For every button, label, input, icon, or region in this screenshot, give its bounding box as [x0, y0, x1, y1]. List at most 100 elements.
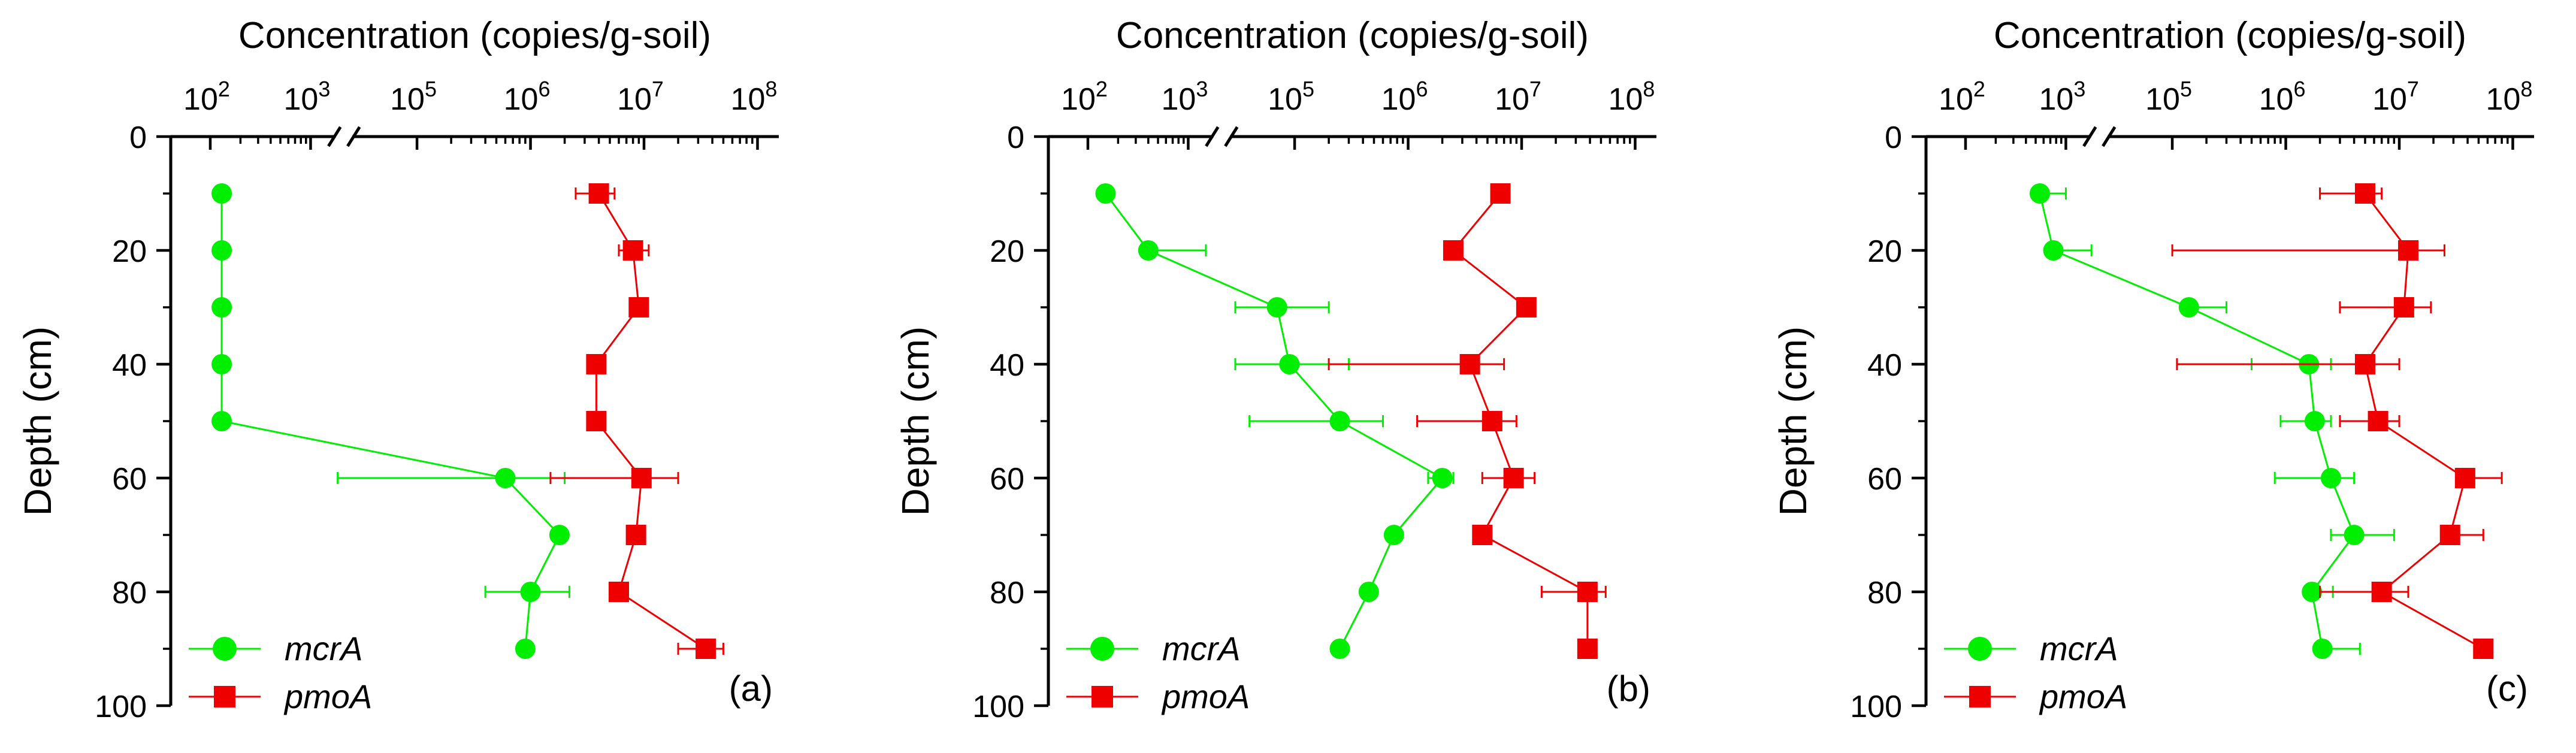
y-axis-title: Depth (cm) [16, 326, 59, 516]
pmoa-point [631, 468, 652, 488]
y-axis-title: Depth (cm) [894, 326, 937, 516]
x-tick-label: 102 [1061, 77, 1108, 117]
pmoa-point [2454, 468, 2475, 488]
x-tick-label: 105 [2145, 77, 2192, 117]
pmoa-point [2368, 411, 2388, 431]
panel-label: (a) [729, 669, 773, 709]
axis-break-mark [2082, 126, 2097, 147]
x-tick-label: 103 [1162, 77, 1208, 117]
y-tick-label: 60 [990, 462, 1024, 497]
mcra-point [1432, 468, 1453, 488]
x-tick-label: 106 [504, 77, 551, 117]
mcra-point [1095, 183, 1116, 204]
mcra-point [549, 525, 570, 545]
legend-pmoa-marker [214, 686, 235, 707]
x-tick-label: 103 [2039, 77, 2086, 117]
pmoa-series-line [595, 193, 706, 650]
pmoa-point [1503, 468, 1524, 488]
pmoa-point [2393, 297, 2414, 317]
pmoa-point [2473, 639, 2494, 659]
legend-mcra-label: mcrA [1162, 630, 1241, 667]
y-tick-label: 80 [1867, 576, 1902, 610]
mcra-point [2178, 297, 2199, 317]
mcra-point [211, 183, 232, 204]
x-tick-label: 108 [731, 77, 778, 117]
x-tick-label: 105 [1268, 77, 1314, 117]
legend-mcra-label: mcrA [285, 630, 363, 667]
y-tick-label: 40 [1867, 348, 1902, 383]
pmoa-point [608, 582, 629, 602]
y-tick-label: 80 [990, 576, 1024, 610]
legend-pmoa-label: pmoA [1161, 678, 1250, 715]
mcra-point [520, 582, 541, 602]
axis-break-mark [1205, 126, 1220, 147]
pmoa-point [2354, 183, 2375, 204]
pmoa-point [2354, 354, 2375, 374]
legend-mcra-label: mcrA [2040, 630, 2118, 667]
mcra-point [211, 411, 232, 431]
panel-1: Concentration (copies/g-soil) Depth (cm) 1… [894, 15, 1656, 724]
pmoa-point [622, 240, 643, 261]
legend-pmoa-marker [1969, 686, 1991, 707]
pmoa-point [1459, 354, 1480, 374]
x-tick-label: 108 [1609, 77, 1655, 117]
legend-pmoa-marker [1092, 686, 1113, 707]
mcra-point [1138, 240, 1159, 261]
legend-mcra-marker [213, 637, 237, 661]
x-axis-title: Concentration (copies/g-soil) [1994, 15, 2466, 56]
legend-mcra-marker [1090, 637, 1114, 661]
mcra-point [2304, 411, 2325, 431]
axis-break-mark [327, 126, 342, 147]
mcra-point [515, 639, 536, 659]
y-tick-label: 100 [1850, 690, 1902, 724]
pmoa-point [1490, 183, 1511, 204]
mcra-point [495, 468, 516, 488]
axis-break-mark [1224, 126, 1239, 147]
mcra-point [1358, 582, 1379, 602]
mcra-point [2029, 183, 2050, 204]
mcra-point [211, 297, 232, 317]
pmoa-point [2439, 525, 2460, 545]
mcra-point [1329, 411, 1350, 431]
mcra-point [1329, 639, 1350, 659]
y-tick-label: 100 [972, 690, 1024, 724]
x-axis-title: Concentration (copies/g-soil) [238, 15, 711, 56]
mcra-point [2344, 525, 2365, 545]
x-tick-label: 103 [284, 77, 331, 117]
mcra-series-line [220, 193, 561, 649]
mcra-point [2312, 639, 2333, 659]
x-tick-label: 106 [1381, 77, 1428, 117]
pmoa-point [586, 411, 607, 431]
pmoa-point [1516, 297, 1537, 317]
panel-label: (b) [1607, 669, 1650, 709]
axis-break-mark [2102, 126, 2117, 147]
x-tick-label: 102 [183, 77, 230, 117]
mcra-point [1266, 297, 1287, 317]
mcra-point [2320, 468, 2341, 488]
y-tick-label: 60 [1867, 462, 1902, 497]
legend-mcra-marker [1968, 637, 1992, 661]
y-tick-label: 80 [112, 576, 147, 610]
x-tick-label: 108 [2486, 77, 2533, 117]
axis-break-mark [346, 126, 361, 147]
panel-0: Concentration (copies/g-soil) Depth (cm) 1… [16, 15, 779, 724]
pmoa-point [696, 639, 716, 659]
mcra-point [2043, 240, 2064, 261]
pmoa-point [588, 183, 609, 204]
pmoa-point [1577, 582, 1598, 602]
x-tick-label: 102 [1939, 77, 1985, 117]
pmoa-point [1472, 525, 1493, 545]
y-tick-label: 20 [112, 234, 147, 269]
pmoa-point [586, 354, 607, 374]
mcra-point [1279, 354, 1300, 374]
mcra-point [1383, 525, 1404, 545]
pmoa-point [625, 525, 646, 545]
y-tick-label: 0 [1885, 120, 1902, 155]
y-tick-label: 60 [112, 462, 147, 497]
x-tick-label: 107 [1495, 77, 1541, 117]
x-axis-title: Concentration (copies/g-soil) [1116, 15, 1589, 56]
legend-pmoa-label: pmoA [283, 678, 372, 715]
pmoa-point [1577, 639, 1598, 659]
pmoa-point [628, 297, 649, 317]
pmoa-point [2371, 582, 2392, 602]
